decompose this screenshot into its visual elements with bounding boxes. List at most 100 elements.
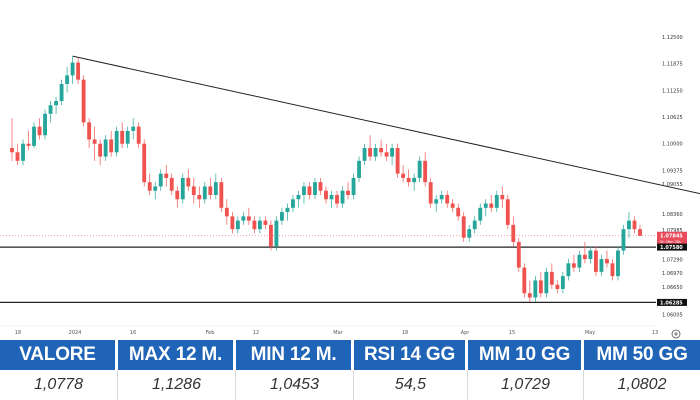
candle-body (219, 182, 224, 208)
candlestick-chart: 1.12500 1.11875 1.11250 1.10625 1.10000 1.093… (0, 35, 700, 339)
candle (324, 186, 328, 204)
candle (621, 224, 626, 255)
candle (131, 118, 136, 140)
candle (87, 118, 92, 149)
candle-body (395, 148, 400, 174)
candle-body (125, 130, 130, 144)
candle (274, 216, 279, 251)
candle (268, 220, 273, 251)
value-max-12m: 1,1286 (118, 370, 236, 400)
candle-body (379, 148, 384, 153)
candle (235, 216, 240, 234)
candle-body (324, 190, 328, 200)
candle (467, 224, 472, 242)
candle-body (43, 113, 47, 136)
candle (252, 216, 257, 234)
price-label-text: 1.07845 (660, 233, 683, 239)
candle-body (208, 186, 213, 195)
stats-header-row: VALORE MAX 12 M. MIN 12 M. RSI 14 GG MM … (0, 340, 700, 370)
candle-body (357, 160, 361, 178)
x-tick-label: 2024 (69, 330, 82, 336)
candle (379, 139, 384, 157)
candle-body (230, 216, 235, 230)
candle-body (390, 148, 395, 157)
price-label-box (657, 243, 687, 251)
candle (373, 143, 378, 161)
trendline-layer (72, 55, 700, 195)
candle-body (494, 194, 499, 208)
candle-body (500, 194, 505, 200)
candle (538, 271, 543, 298)
price-label-countdown: 5h 08m 38s (660, 240, 681, 244)
x-tick-label: 18 (15, 330, 21, 336)
candle-body (638, 229, 642, 236)
y-tick-label: 1.11875 (662, 62, 683, 68)
y-tick-label: 1.07290 (662, 257, 683, 263)
candle-body (280, 212, 284, 221)
candle-body (274, 220, 279, 247)
candle-body (566, 263, 571, 277)
candle (208, 177, 213, 200)
candle-body (588, 250, 593, 260)
candle (395, 143, 400, 178)
time-axis: 18 2024 16 Feb 12 Mar 18 Apr 15 May 13 (0, 325, 658, 336)
value-mm-10: 1,0729 (468, 370, 584, 400)
candle (186, 169, 191, 191)
candle-body (461, 216, 466, 238)
zoom-icon[interactable] (671, 329, 681, 339)
candle-body (296, 194, 301, 200)
candle-body (445, 194, 450, 204)
candle (566, 259, 571, 281)
price-label-box (657, 231, 687, 245)
candle-body (224, 207, 229, 217)
candle (59, 79, 64, 106)
candle-body (307, 186, 312, 195)
candle (478, 203, 483, 225)
price-chart: 1.12500 1.11875 1.11250 1.10625 1.10000 1.093… (0, 34, 700, 339)
candle-body (384, 152, 389, 157)
candle (103, 135, 108, 161)
candle (280, 207, 284, 225)
candle (439, 190, 444, 204)
candle-body (362, 148, 367, 161)
candle-body (505, 199, 510, 225)
candle-body (285, 207, 290, 213)
candle (522, 263, 527, 298)
candle-body (329, 194, 334, 200)
candle-body (197, 194, 202, 200)
candle (511, 216, 516, 247)
candle-body (235, 220, 240, 230)
candle (296, 190, 301, 208)
candle-body (627, 220, 631, 230)
x-tick-label: 16 (130, 330, 136, 336)
candle-body (164, 173, 169, 178)
candle (417, 156, 422, 183)
candle-body (439, 194, 444, 200)
candle (92, 126, 97, 161)
candle-body (252, 220, 257, 230)
candle (632, 216, 637, 234)
candle-body (81, 79, 86, 123)
candle (313, 177, 317, 200)
candle-body (412, 177, 417, 183)
candle (555, 280, 560, 294)
candle (516, 237, 521, 272)
candle (285, 203, 290, 221)
candle-body (456, 207, 461, 217)
candle (318, 177, 323, 195)
candle (434, 194, 439, 213)
candle-body (522, 267, 527, 294)
candle (340, 186, 345, 208)
candle (257, 216, 262, 234)
trendline (72, 55, 700, 195)
candle (599, 254, 604, 277)
candle (582, 241, 587, 264)
x-tick-label: Feb (206, 330, 215, 336)
candle-body (263, 220, 268, 225)
candle (456, 203, 461, 221)
header-rsi-14: RSI 14 GG (354, 340, 468, 370)
x-tick-label: 12 (253, 330, 259, 336)
candle (65, 66, 70, 93)
candle-body (527, 293, 532, 298)
candle-body (571, 263, 576, 268)
